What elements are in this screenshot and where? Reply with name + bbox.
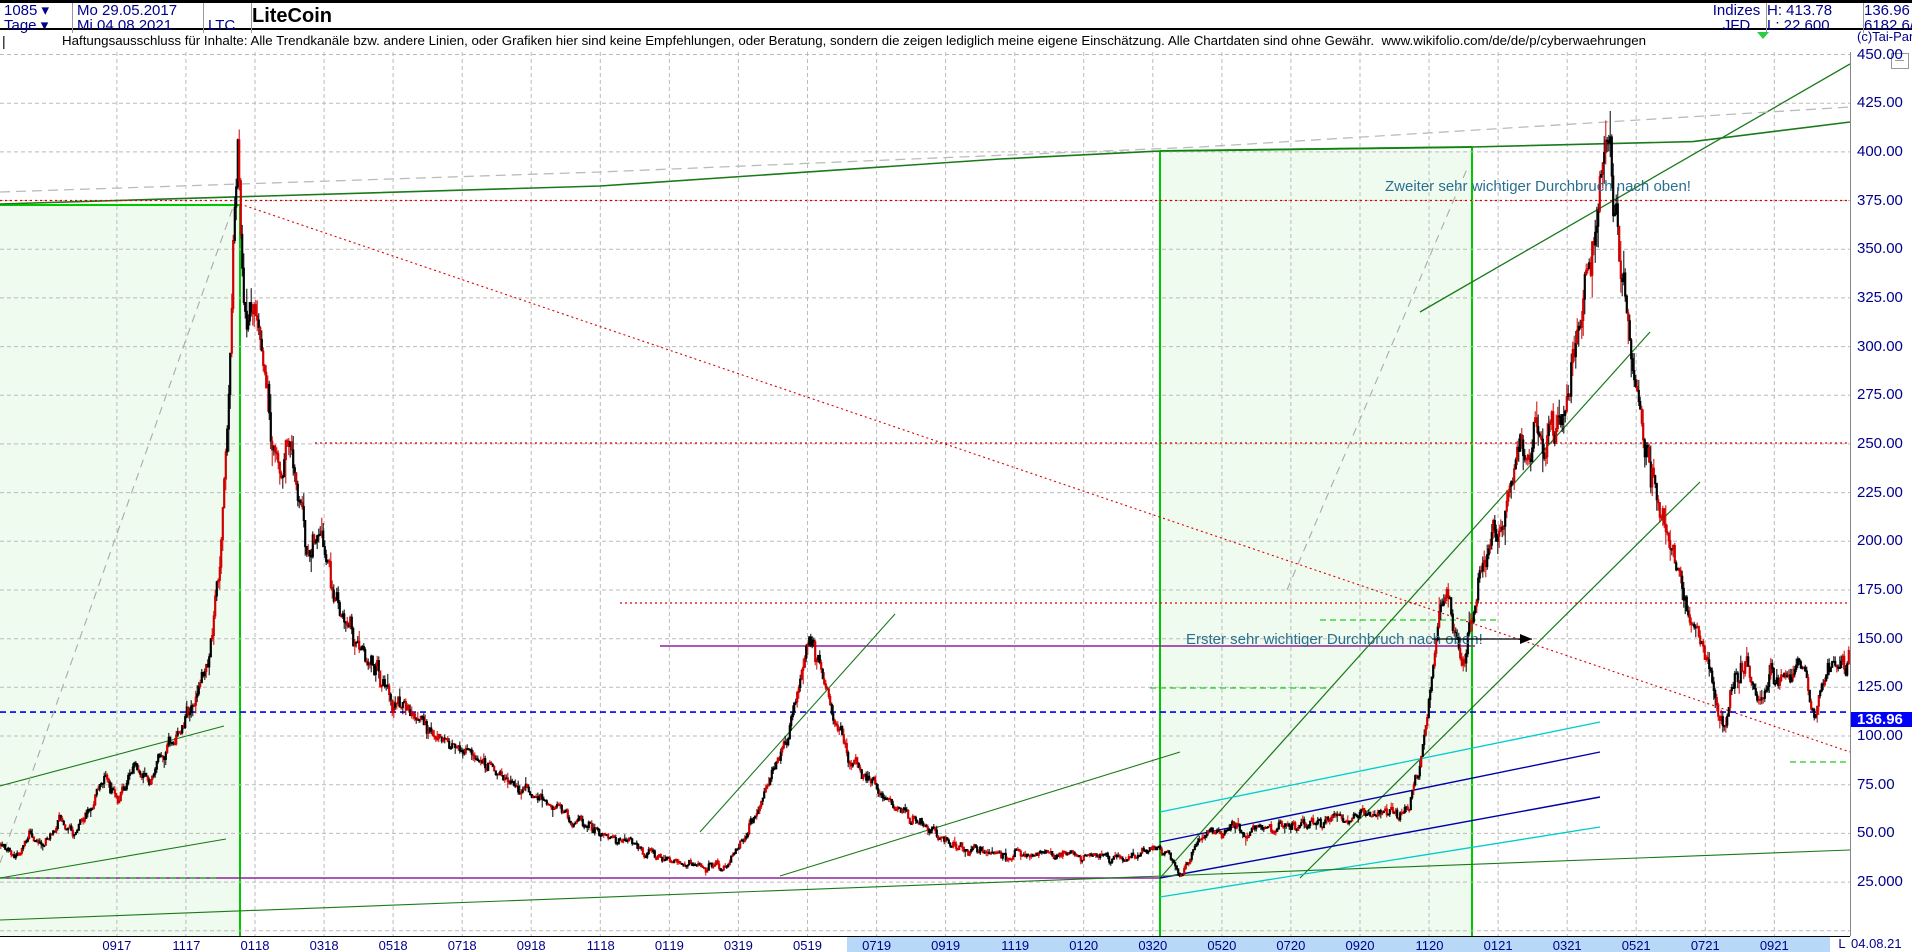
- svg-text:Zweiter sehr wichtiger Durchbr: Zweiter sehr wichtiger Durchbruch nach o…: [1385, 178, 1691, 195]
